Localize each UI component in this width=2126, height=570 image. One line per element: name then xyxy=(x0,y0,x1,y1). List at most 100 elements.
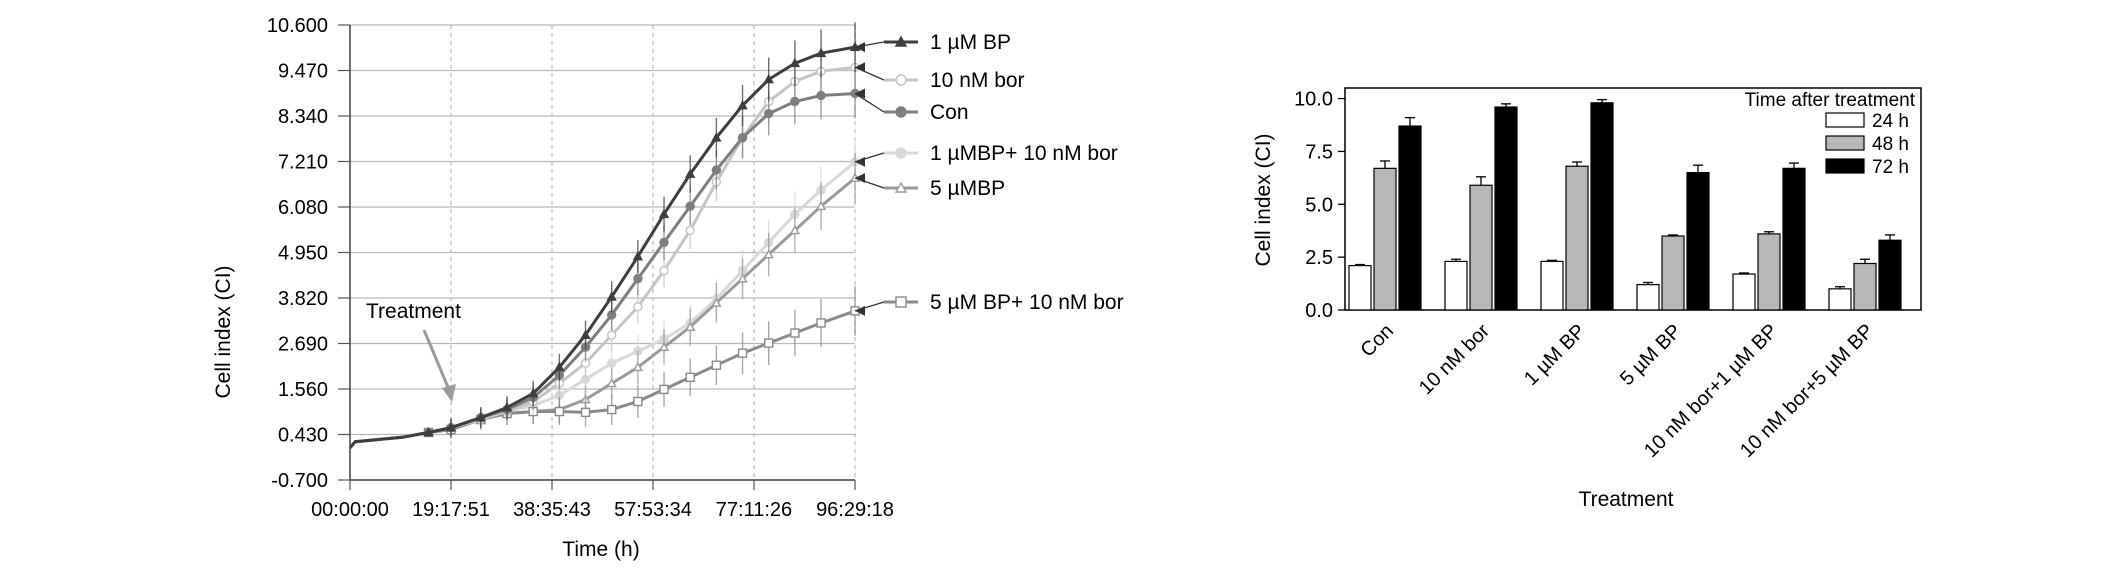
line-chart-x-tick-labels: 00:00:00 19:17:51 38:35:43 57:53:34 77:11:26… xyxy=(311,499,894,521)
series-marker xyxy=(606,377,617,388)
legend-swatch xyxy=(1825,135,1865,151)
legend-leader-line xyxy=(854,92,885,113)
series-marker xyxy=(554,361,565,372)
series-marker xyxy=(895,147,907,159)
series-marker xyxy=(633,302,643,312)
series-marker xyxy=(816,90,826,101)
legend-leader-arrowhead xyxy=(855,62,865,73)
series-marker xyxy=(633,273,643,284)
line-chart-y-tick-labels: 10.600 9.470 8.340 7.210 6.080 4.950 3.820 2.69… xyxy=(267,15,328,492)
bar-legend-entry-0: 24 h xyxy=(1825,111,1909,132)
series-marker xyxy=(501,402,513,412)
bar xyxy=(1373,167,1397,311)
bar xyxy=(1590,102,1614,311)
legend-leader-arrowhead xyxy=(855,42,865,53)
series-marker xyxy=(711,132,722,142)
category-label: 10 nM bor xyxy=(1415,320,1494,399)
series-marker xyxy=(659,265,669,276)
category-label: Con xyxy=(1357,320,1399,362)
series-marker xyxy=(685,168,696,178)
series-marker xyxy=(633,396,643,407)
bar xyxy=(1686,171,1710,311)
series-marker xyxy=(895,106,907,118)
bar xyxy=(1348,265,1372,311)
legend-entry-3: 1 µMBP+ 10 nM bor xyxy=(854,142,1118,167)
x-tick-label: 00:00:00 xyxy=(311,499,389,521)
y-tick-label: 7.210 xyxy=(278,152,328,174)
series-marker xyxy=(895,296,907,308)
bar xyxy=(1636,284,1660,311)
series-marker xyxy=(580,329,591,339)
legend-label: 48 h xyxy=(1872,134,1909,155)
series-marker xyxy=(815,47,827,58)
series-marker xyxy=(632,361,644,372)
series-marker xyxy=(737,273,748,283)
y-tick-label: 8.340 xyxy=(278,106,328,128)
series-marker xyxy=(790,96,800,107)
series-marker xyxy=(737,348,748,358)
legend-label: 5 µM BP+ 10 nM bor xyxy=(930,291,1124,314)
category-label: 5 µM BP xyxy=(1616,320,1686,390)
series-marker xyxy=(475,412,487,422)
series-marker xyxy=(816,318,826,328)
y-tick-label: 4.950 xyxy=(278,243,328,265)
legend-label: 10 nM bor xyxy=(930,69,1025,92)
line-chart-y-axis-label: Cell index (CI) xyxy=(212,265,235,398)
bar xyxy=(1540,260,1564,311)
x-tick-label: 57:53:34 xyxy=(614,499,692,521)
series-marker xyxy=(789,57,801,68)
x-tick-label: 19:17:51 xyxy=(412,499,490,521)
bar xyxy=(1494,106,1518,311)
series-marker xyxy=(658,341,670,352)
bar-chart-y-axis-label: Cell index (CI) xyxy=(1252,133,1275,266)
series-marker xyxy=(554,406,565,417)
series-marker xyxy=(711,165,722,175)
series-marker xyxy=(606,291,617,301)
bar-chart-y-axis: 10.0 7.5 5.0 2.5 0.0 xyxy=(1294,89,1345,322)
bar xyxy=(1565,165,1589,311)
legend-label: 72 h xyxy=(1872,157,1909,178)
x-tick-label: 96:29:18 xyxy=(816,499,894,521)
y-tick-label: 0.0 xyxy=(1305,300,1333,322)
y-tick-label: 0.430 xyxy=(278,425,328,447)
y-tick-label: -0.700 xyxy=(271,470,328,492)
series-marker xyxy=(764,108,774,119)
bar-chart-frame xyxy=(1344,87,1922,311)
series-marker xyxy=(658,208,670,219)
series-marker xyxy=(685,372,695,383)
series-marker xyxy=(423,427,434,437)
series-marker xyxy=(606,358,617,368)
legend-entry-5: 5 µM BP+ 10 nM bor xyxy=(854,291,1124,316)
series-marker xyxy=(790,328,800,338)
category-label: 1 µM BP xyxy=(1520,320,1590,390)
series-marker xyxy=(606,404,617,415)
series-marker xyxy=(737,100,748,110)
series-marker xyxy=(445,422,457,432)
series-marker xyxy=(685,321,696,331)
bar-chart-legend: Time after treatment 24 h48 h72 h xyxy=(1745,90,1916,178)
series-marker xyxy=(894,35,908,47)
y-tick-label: 10.600 xyxy=(267,15,328,37)
y-tick-label: 10.0 xyxy=(1294,89,1333,111)
series-marker xyxy=(685,225,695,236)
series-marker xyxy=(711,360,722,370)
series-marker xyxy=(711,297,722,307)
legend-leader-arrowhead xyxy=(855,173,865,184)
bar xyxy=(1828,288,1852,311)
legend-label: 24 h xyxy=(1872,111,1909,132)
bar-chart-x-axis-label: Treatment xyxy=(1579,488,1674,511)
bar xyxy=(1853,262,1877,311)
line-chart-axes xyxy=(349,25,855,481)
y-tick-label: 9.470 xyxy=(278,61,328,83)
bar xyxy=(1782,167,1806,311)
series-marker xyxy=(580,407,591,418)
y-tick-label: 1.560 xyxy=(278,379,328,401)
bar xyxy=(1469,184,1493,311)
line-chart-legend: 1 µM BP 10 nM bor Con 1 µMBP+ 10 nM bor 5 µM… xyxy=(854,31,1124,316)
y-tick-label: 2.5 xyxy=(1305,247,1333,269)
x-tick-label: 38:35:43 xyxy=(513,499,591,521)
series-3 xyxy=(348,136,860,449)
legend-leader-arrowhead xyxy=(855,88,865,99)
series-0 xyxy=(348,22,861,449)
series-marker xyxy=(894,181,908,193)
